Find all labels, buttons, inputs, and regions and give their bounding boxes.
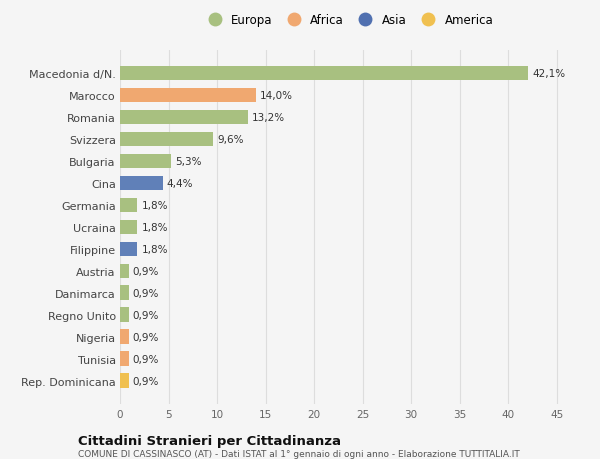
Text: 0,9%: 0,9% [133,332,159,342]
Text: 9,6%: 9,6% [217,134,244,145]
Text: 5,3%: 5,3% [175,157,202,167]
Text: 14,0%: 14,0% [260,90,293,101]
Text: 1,8%: 1,8% [142,200,168,210]
Text: 13,2%: 13,2% [252,112,285,123]
Bar [120,176,163,190]
Text: 0,9%: 0,9% [133,354,159,364]
Bar [120,308,129,322]
Text: Cittadini Stranieri per Cittadinanza: Cittadini Stranieri per Cittadinanza [78,434,341,447]
Text: 42,1%: 42,1% [532,69,565,78]
Bar [120,154,172,168]
Text: 0,9%: 0,9% [133,310,159,320]
Bar [120,242,137,256]
Bar [120,89,256,103]
Bar [120,132,213,146]
Text: COMUNE DI CASSINASCO (AT) - Dati ISTAT al 1° gennaio di ogni anno - Elaborazione: COMUNE DI CASSINASCO (AT) - Dati ISTAT a… [78,449,520,458]
Bar [120,286,129,300]
Text: 1,8%: 1,8% [142,222,168,232]
Bar [120,264,129,278]
Bar [120,111,248,125]
Text: 0,9%: 0,9% [133,288,159,298]
Bar [120,220,137,235]
Text: 4,4%: 4,4% [167,179,193,188]
Bar [120,67,529,81]
Legend: Europa, Africa, Asia, America: Europa, Africa, Asia, America [203,14,493,27]
Text: 0,9%: 0,9% [133,266,159,276]
Bar [120,198,137,213]
Text: 0,9%: 0,9% [133,376,159,386]
Bar [120,374,129,388]
Bar [120,352,129,366]
Bar [120,330,129,344]
Text: 1,8%: 1,8% [142,244,168,254]
